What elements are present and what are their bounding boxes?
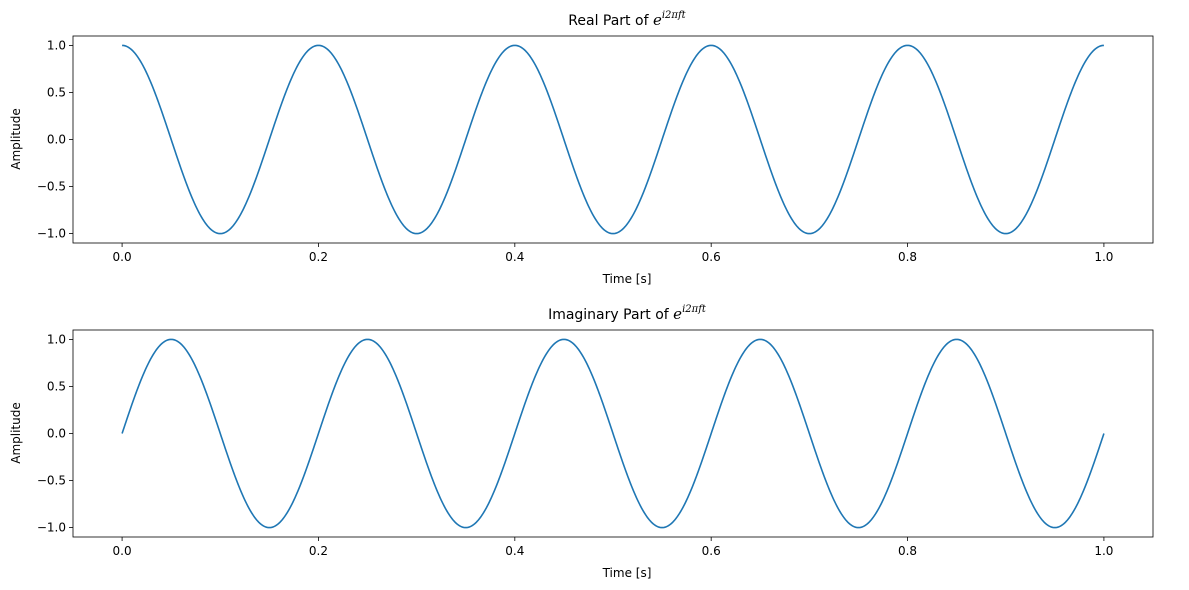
y-tick-label: −0.5 — [37, 474, 66, 488]
y-tick-label: 1.0 — [47, 38, 66, 52]
y-tick-label: −1.0 — [37, 227, 66, 241]
series-line-real — [122, 44, 1104, 235]
x-tick-label: 0.0 — [113, 544, 132, 558]
subplot-imaginary: Imaginary Part of ei2πft 0.0 0.2 0.4 0.6 0.8… — [9, 304, 1154, 580]
y-tick-label: 0.0 — [47, 133, 66, 147]
x-tick-label: 0.6 — [702, 544, 721, 558]
y-tick-label: 0.0 — [47, 427, 66, 441]
x-tick-label: 0.8 — [898, 250, 917, 264]
x-tick-label: 1.0 — [1094, 544, 1113, 558]
x-tick-label: 0.4 — [505, 250, 524, 264]
x-tick-label: 0.0 — [113, 250, 132, 264]
y-tick-label: −1.0 — [37, 521, 66, 535]
chart-title-real: Real Part of ei2πft — [568, 10, 686, 29]
y-tick-label: 1.0 — [47, 332, 66, 346]
y-tick-label: 0.5 — [47, 85, 66, 99]
y-tick-label: 0.5 — [47, 379, 66, 393]
x-tick-label: 0.6 — [702, 250, 721, 264]
x-tick-label: 0.2 — [309, 250, 328, 264]
x-tick-label: 1.0 — [1094, 250, 1113, 264]
x-tick-label: 0.4 — [505, 544, 524, 558]
axes-frame-real — [72, 35, 1154, 244]
x-tick-label: 0.8 — [898, 544, 917, 558]
plot-area-real: 0.0 0.2 0.4 0.6 0.8 1.0 −1.0 −0.5 0.0 0.5 1.0 — [37, 35, 1154, 264]
series-line-imaginary — [121, 338, 1105, 529]
y-axis-label-imaginary: Amplitude — [9, 402, 23, 464]
subplot-real: Real Part of ei2πft 0.0 0.2 0.4 0.6 0.8 1.0 −1… — [9, 10, 1154, 286]
chart-title-imaginary: Imaginary Part of ei2πft — [548, 304, 707, 323]
x-axis-label-imaginary: Time [s] — [602, 566, 652, 580]
plot-area-imaginary: 0.0 0.2 0.4 0.6 0.8 1.0 −1.0 −0.5 0.0 0.5 1.0 — [37, 329, 1154, 558]
y-axis-label-real: Amplitude — [9, 108, 23, 170]
x-tick-label: 0.2 — [309, 544, 328, 558]
y-tick-label: −0.5 — [37, 180, 66, 194]
x-axis-label-real: Time [s] — [602, 272, 652, 286]
